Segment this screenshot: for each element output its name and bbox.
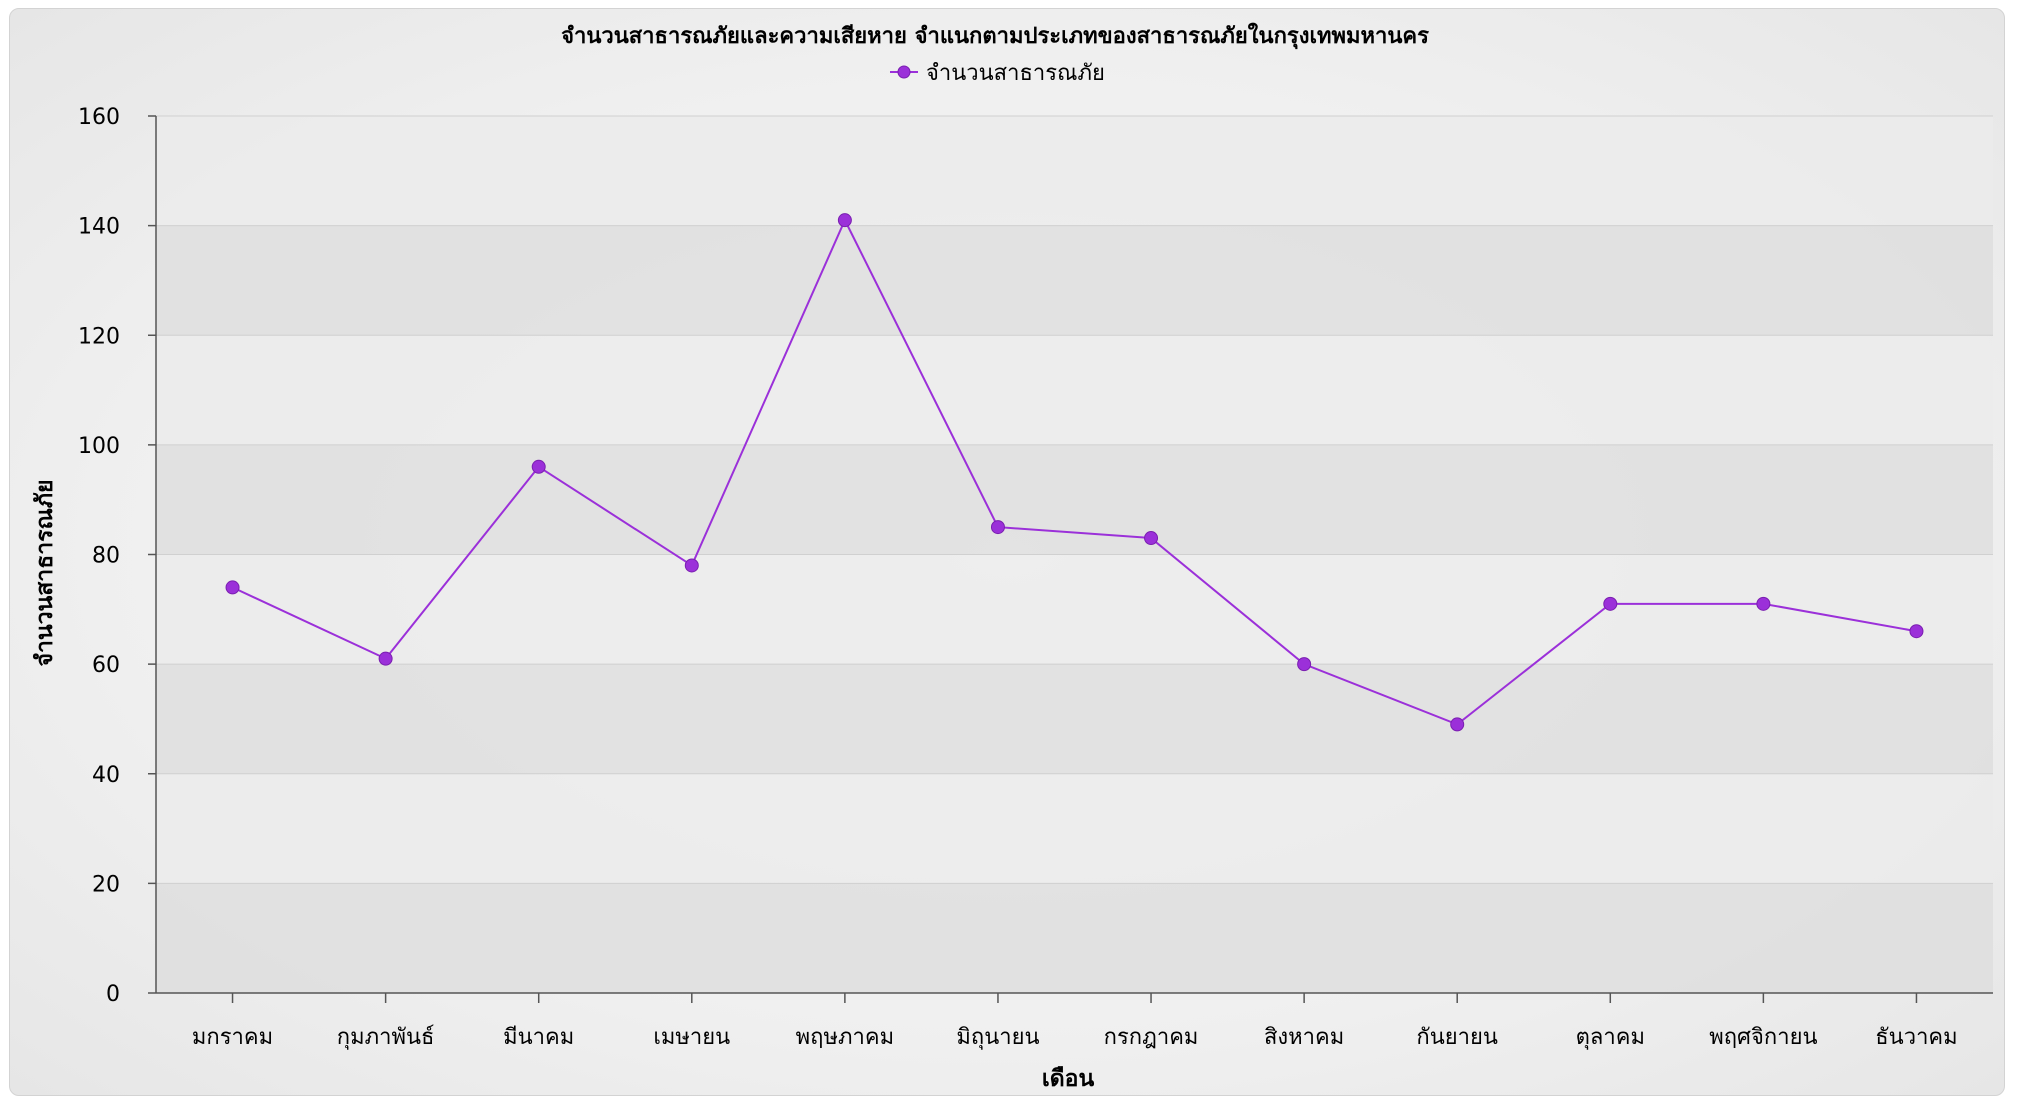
x-tick-label: ตุลาคม	[1576, 1025, 1645, 1050]
plot-band	[156, 883, 1993, 993]
x-tick-label: กุมภาพันธ์	[337, 1025, 435, 1050]
y-tick-label: 40	[92, 763, 120, 788]
x-tick-label: มีนาคม	[503, 1025, 574, 1050]
x-tick-label: พฤศจิกายน	[1709, 1025, 1817, 1050]
plot-band	[156, 773, 1993, 884]
plot-band	[156, 554, 1993, 665]
data-point[interactable]	[1603, 596, 1618, 611]
y-tick-label: 60	[92, 653, 120, 678]
plot-band	[156, 225, 1993, 336]
y-axis-title: จำนวนสาธารณภัย	[32, 480, 58, 667]
y-tick-label: 120	[78, 324, 120, 349]
y-tick-label: 20	[92, 872, 120, 897]
x-ticks: มกราคม กุมภาพันธ์ มีนาคม เมษายน พฤษภาคม มิถุน…	[192, 993, 1958, 1050]
x-tick-label: กรกฎาคม	[1104, 1025, 1199, 1050]
plot-band	[156, 116, 1993, 226]
data-point[interactable]	[990, 520, 1005, 535]
legend: จำนวนสาธารณภัย	[890, 61, 1105, 86]
data-point[interactable]	[1909, 624, 1924, 639]
x-axis-title: เดือน	[1042, 1066, 1095, 1092]
data-point[interactable]	[225, 580, 240, 595]
x-tick-label: มกราคม	[192, 1025, 273, 1050]
data-point[interactable]	[1450, 717, 1465, 732]
x-tick-label: เมษายน	[653, 1025, 730, 1050]
series-layer	[225, 213, 1924, 732]
x-tick-label: กันยายน	[1416, 1025, 1498, 1050]
data-point[interactable]	[378, 651, 393, 666]
y-tick-label: 140	[78, 215, 120, 240]
x-tick-label: มิถุนายน	[956, 1025, 1039, 1050]
plot-band	[156, 335, 1993, 445]
legend-label-series: จำนวนสาธารณภัย	[926, 61, 1105, 86]
series-line	[232, 217, 1917, 726]
plot-band	[156, 444, 1993, 555]
chart-title: จำนวนสาธารณภัยและความเสียหาย จำแนกตามประ…	[561, 22, 1429, 50]
data-point[interactable]	[1756, 596, 1771, 611]
data-point[interactable]	[837, 213, 852, 228]
data-point[interactable]	[684, 558, 699, 573]
plot-bands	[156, 116, 1993, 993]
data-point[interactable]	[1144, 531, 1159, 546]
x-tick-label: สิงหาคม	[1264, 1025, 1344, 1050]
data-point[interactable]	[531, 459, 546, 474]
plot-band	[156, 664, 1993, 774]
y-tick-label: 80	[92, 544, 120, 569]
legend-dot-marker	[897, 65, 911, 79]
data-point[interactable]	[1297, 657, 1312, 672]
x-tick-label: พฤษภาคม	[796, 1025, 894, 1050]
y-tick-label: 0	[106, 982, 120, 1007]
y-tick-label: 160	[78, 105, 120, 130]
x-tick-label: ธันวาคม	[1875, 1025, 1957, 1050]
y-ticks: 0 20 40 60 80 100 120 140 160	[78, 105, 156, 1007]
y-tick-label: 100	[78, 434, 120, 459]
